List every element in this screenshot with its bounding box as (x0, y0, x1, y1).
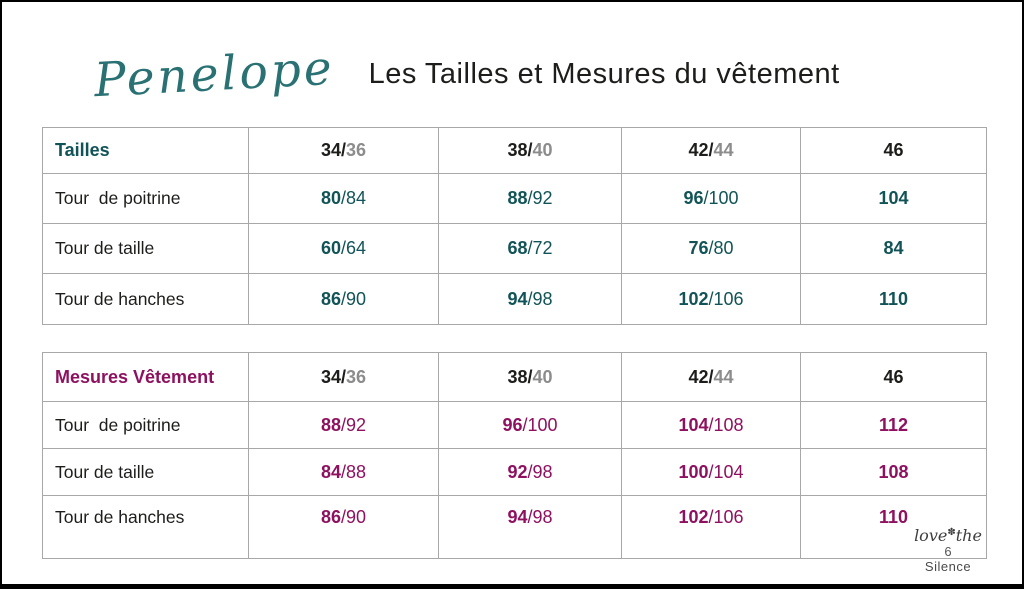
value-cell: 102/106 (622, 496, 801, 558)
size-column-header: 46 (883, 140, 904, 160)
value-cell: 92/98 (439, 449, 622, 495)
value-cell: 68/72 (439, 224, 622, 273)
table-title-cell: Tailles (43, 128, 249, 173)
value-cell: 84/88 (249, 449, 439, 495)
value-cell: 96/100 (439, 402, 622, 448)
value-cell: 94/98 (439, 496, 622, 558)
size-column-header: 42/44 (622, 353, 801, 401)
value-cell: 108 (878, 461, 909, 482)
row-label-cell: Tour de poitrine (43, 402, 249, 448)
value-cell: 84 (883, 238, 904, 258)
value-cell: 96/100 (622, 174, 801, 223)
value-cell: 110 (878, 507, 909, 527)
value-cell: 102/106 (622, 274, 801, 324)
value-cell: 112 (878, 414, 909, 435)
table-row-bust: Tour de poitrine 88/92 96/100 104/108 11… (43, 402, 986, 449)
page-number: 6 (944, 544, 952, 560)
value-cell: 60/64 (249, 224, 439, 273)
size-column-header: 38/40 (439, 128, 622, 173)
table-row-bust: Tour de poitrine 80/84 88/92 96/100 104 (43, 174, 986, 224)
value-cell: 86/90 (249, 496, 439, 558)
value-cell: 104 (878, 188, 909, 208)
brand-script-line: love✽the (900, 527, 996, 545)
row-label: Tour de poitrine (55, 414, 181, 435)
row-label: Tour de taille (55, 238, 155, 258)
row-label-cell: Tour de poitrine (43, 174, 249, 223)
table-header-row: Tailles 34/36 38/40 42/44 46 (43, 128, 986, 174)
row-label: Tour de taille (55, 461, 155, 482)
table-row-hips: Tour de hanches 86/90 94/98 102/106 110 (43, 496, 986, 558)
value-cell: 88/92 (249, 402, 439, 448)
body-measurements-table: Tailles 34/36 38/40 42/44 46 Tour de poi… (42, 127, 987, 325)
brand-logo-penelope: Penelope (92, 40, 336, 108)
garment-measurements-table: Mesures Vêtement 34/36 38/40 42/44 46 To… (42, 352, 987, 559)
row-label-cell: Tour de taille (43, 224, 249, 273)
row-label: Tour de poitrine (55, 188, 181, 208)
page-title: Les Tailles et Mesures du vêtement (368, 57, 840, 90)
size-column-header: 42/44 (622, 128, 801, 173)
value-cell: 94/98 (439, 274, 622, 324)
table-row-waist: Tour de taille 60/64 68/72 76/80 84 (43, 224, 986, 274)
table-title-cell: Mesures Vêtement (43, 353, 249, 401)
brand-word-love: love (914, 525, 948, 545)
row-label-cell: Tour de taille (43, 449, 249, 495)
table-title: Tailles (55, 140, 110, 160)
value-cell: 104/108 (622, 402, 801, 448)
table-header-row: Mesures Vêtement 34/36 38/40 42/44 46 (43, 353, 986, 402)
brand-word-silence: Silence (924, 558, 972, 574)
brand-word-the: the (955, 525, 982, 545)
row-label: Tour de hanches (55, 288, 185, 309)
table-row-waist: Tour de taille 84/88 92/98 100/104 108 (43, 449, 986, 496)
value-cell: 76/80 (622, 224, 801, 273)
page-header: Penelope Les Tailles et Mesures du vêtem… (92, 28, 840, 120)
brand-logo-love-the-silence: love✽the 6 Silence (900, 527, 996, 574)
table-row-hips: Tour de hanches 86/90 94/98 102/106 110 (43, 274, 986, 324)
value-cell: 86/90 (249, 274, 439, 324)
row-label-cell: Tour de hanches (43, 274, 249, 324)
row-label: Tour de hanches (55, 507, 185, 527)
table-title: Mesures Vêtement (55, 366, 215, 387)
size-column-header: 38/40 (439, 353, 622, 401)
size-column-header: 34/36 (249, 353, 439, 401)
value-cell: 100/104 (622, 449, 801, 495)
value-cell: 110 (878, 288, 909, 309)
value-cell: 88/92 (439, 174, 622, 223)
value-cell: 80/84 (249, 174, 439, 223)
size-column-header: 46 (883, 366, 904, 387)
flower-icon: ✽ (947, 526, 956, 538)
row-label-cell: Tour de hanches (43, 496, 249, 558)
size-column-header: 34/36 (249, 128, 439, 173)
